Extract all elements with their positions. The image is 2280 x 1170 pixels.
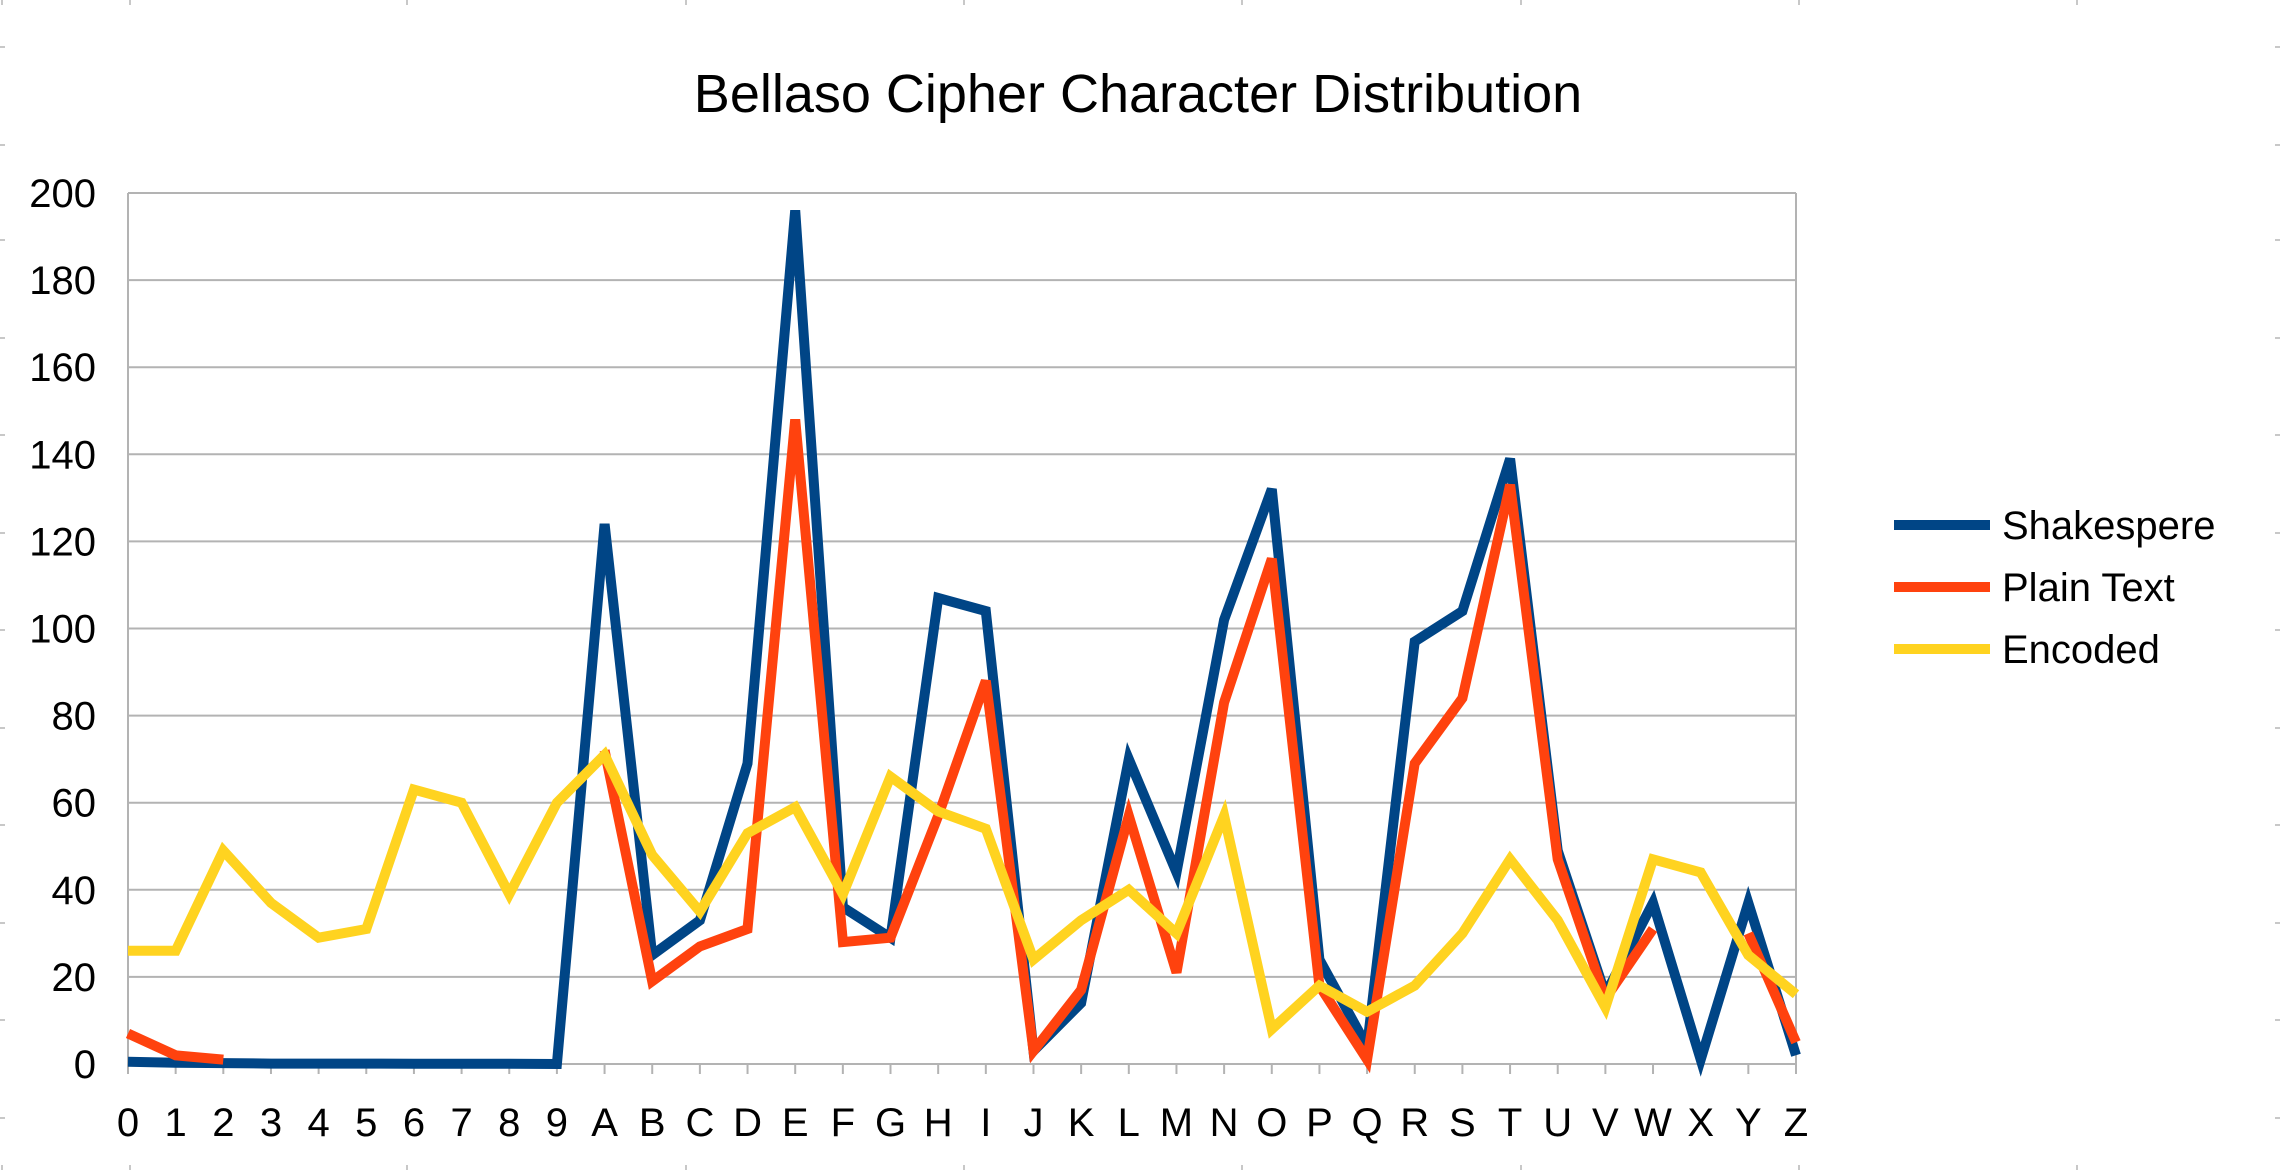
x-tick-label: I <box>980 1101 991 1145</box>
y-tick-label: 80 <box>52 695 97 739</box>
x-tick-label: U <box>1543 1101 1572 1145</box>
x-tick-label: G <box>875 1101 906 1145</box>
series-line-plain-text <box>125 1028 224 1065</box>
y-tick-label: 0 <box>74 1043 96 1087</box>
x-tick-label: P <box>1306 1101 1333 1145</box>
y-tick-label: 20 <box>52 956 97 1000</box>
x-tick-label: L <box>1118 1101 1140 1145</box>
y-tick-label: 140 <box>29 433 96 477</box>
x-tick-label: W <box>1634 1101 1672 1145</box>
series-line-plain-text <box>1743 931 1801 1045</box>
y-tick-label: 160 <box>29 346 96 390</box>
x-tick-label: Y <box>1735 1101 1762 1145</box>
gridlines <box>127 192 1797 1074</box>
x-tick-label: 4 <box>308 1101 330 1145</box>
x-tick-label: 5 <box>355 1101 377 1145</box>
chart-title: Bellaso Cipher Character Distribution <box>694 64 1582 124</box>
x-tick-label: 3 <box>260 1101 282 1145</box>
x-tick-label: O <box>1256 1101 1287 1145</box>
series-line-shakespere <box>127 209 1801 1077</box>
y-tick-label: 100 <box>29 608 96 652</box>
x-tick-label: Q <box>1352 1101 1383 1145</box>
legend-label-encoded: Encoded <box>2002 628 2160 672</box>
legend-label-shakespere: Shakespere <box>2002 504 2215 548</box>
x-tick-label: C <box>685 1101 714 1145</box>
x-tick-label: K <box>1068 1101 1095 1145</box>
series-line-plain-text <box>599 419 1658 1074</box>
series-lines <box>125 209 1801 1077</box>
x-tick-label: H <box>924 1101 953 1145</box>
x-tick-label: R <box>1400 1101 1429 1145</box>
x-tick-label: M <box>1160 1101 1193 1145</box>
x-tick-label: N <box>1210 1101 1239 1145</box>
x-tick-label: B <box>639 1101 666 1145</box>
x-tick-label: V <box>1592 1101 1619 1145</box>
x-tick-label: 2 <box>212 1101 234 1145</box>
x-tick-label: E <box>782 1101 809 1145</box>
y-tick-label: 200 <box>29 172 96 216</box>
legend-label-plain-text: Plain Text <box>2002 566 2175 610</box>
x-tick-label: F <box>831 1101 855 1145</box>
y-axis-tick-labels: 0 20 40 60 80 100 120 140 160 180 200 <box>29 172 96 1087</box>
x-tick-label: S <box>1449 1101 1476 1145</box>
x-tick-label: 0 <box>117 1101 139 1145</box>
x-tick-label: 9 <box>546 1101 568 1145</box>
x-tick-label: J <box>1023 1101 1043 1145</box>
x-tick-label: X <box>1687 1101 1714 1145</box>
y-tick-label: 40 <box>52 869 97 913</box>
x-tick-label: Z <box>1784 1101 1808 1145</box>
y-tick-label: 120 <box>29 520 96 564</box>
x-tick-label: D <box>733 1101 762 1145</box>
x-tick-label: 6 <box>403 1101 425 1145</box>
x-tick-label: 1 <box>165 1101 187 1145</box>
x-tick-label: 7 <box>450 1101 472 1145</box>
y-tick-label: 60 <box>52 782 97 826</box>
x-tick-label: 8 <box>498 1101 520 1145</box>
series-line-encoded <box>128 746 1800 1039</box>
legend: Shakespere Plain Text Encoded <box>1894 504 2215 672</box>
x-tick-label: T <box>1498 1101 1522 1145</box>
x-tick-label: A <box>591 1101 618 1145</box>
y-tick-label: 180 <box>29 259 96 303</box>
